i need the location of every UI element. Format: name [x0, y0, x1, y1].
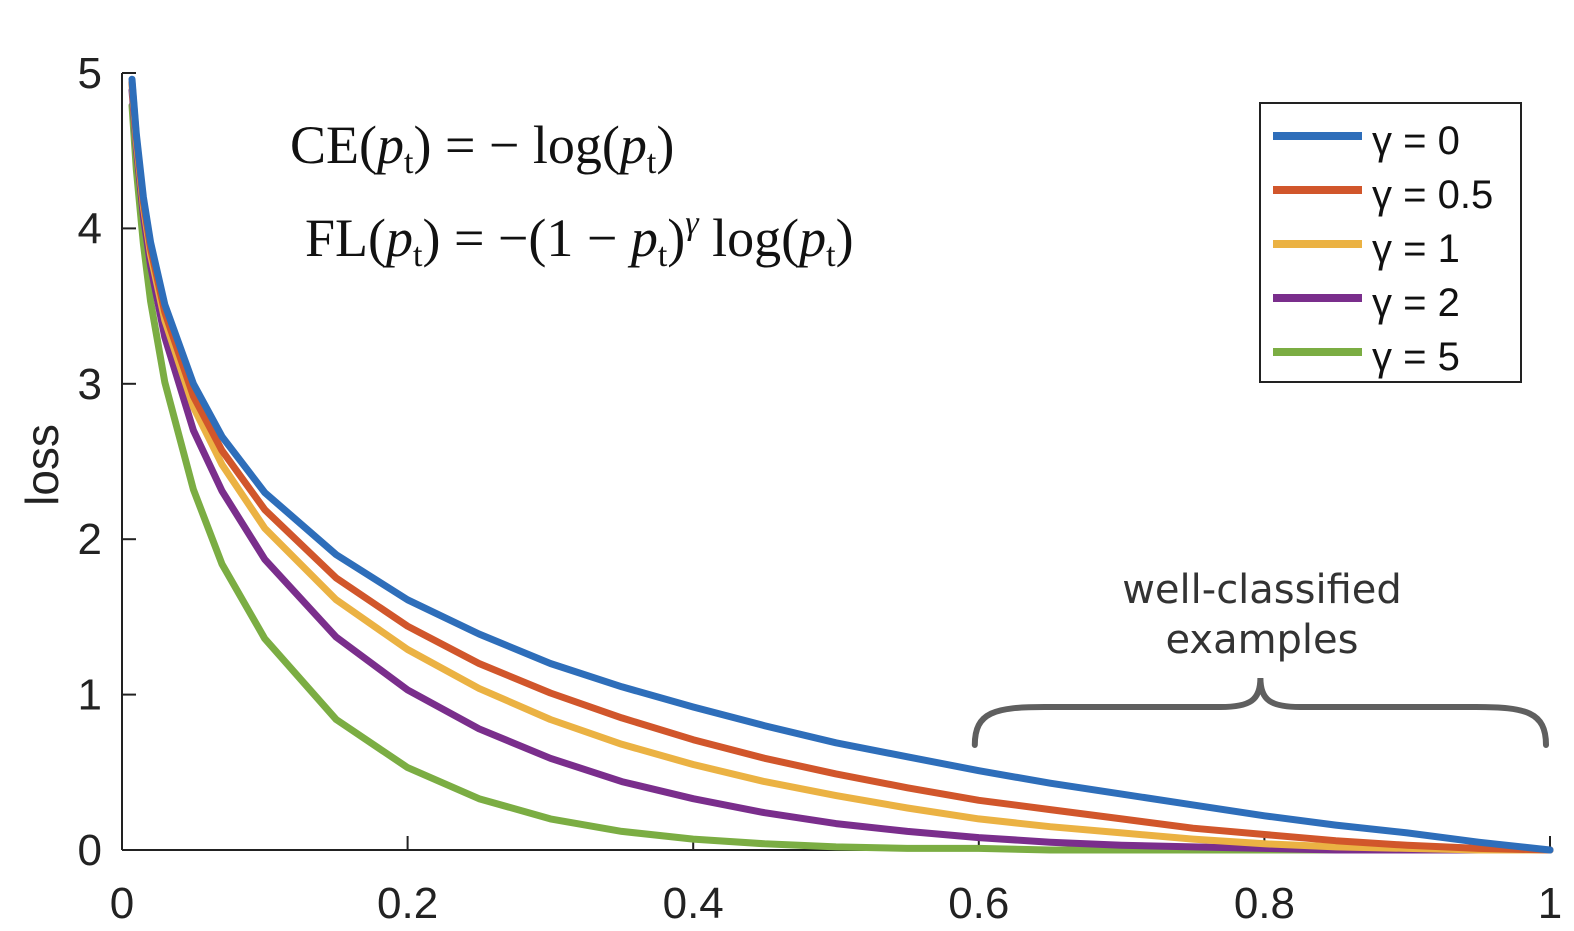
- series-line-0: [128, 75, 1554, 854]
- y-tick-label: 0: [78, 826, 102, 875]
- ce-rhs-sub: t: [647, 144, 657, 181]
- y-tick-label: 2: [78, 515, 102, 564]
- x-tick-label: 0.8: [1234, 879, 1295, 928]
- ce-arg: p: [373, 115, 404, 175]
- x-tick-label: 0.6: [948, 879, 1009, 928]
- ce-sub: t: [404, 144, 414, 181]
- legend-entry-label: γ = 0: [1372, 119, 1460, 163]
- ce-rhs-prefix: − log: [489, 115, 602, 175]
- fl-exponent: γ: [685, 205, 700, 242]
- x-tick-label: 0.4: [663, 879, 724, 928]
- fl-rhs-sub2: t: [826, 237, 836, 274]
- y-tick-label: 5: [78, 49, 102, 98]
- fl-rhs-sub: t: [658, 237, 668, 274]
- fl-equals: =: [454, 208, 484, 268]
- svg-text:FL(pt) = −(1 − pt)γ log(pt): FL(pt) = −(1 − pt)γ log(pt): [305, 205, 854, 274]
- legend-entry-label: γ = 1: [1372, 227, 1460, 271]
- annotation-brace: [971, 677, 1549, 748]
- x-tick-label: 0.2: [377, 879, 438, 928]
- fl-arg: p: [382, 208, 413, 268]
- legend-entry-label: γ = 2: [1372, 281, 1460, 325]
- well-classified-annotation: well-classified examples: [971, 567, 1549, 748]
- series-line-3: [128, 86, 1554, 854]
- series-lines: [128, 75, 1554, 854]
- svg-text:CE(pt) = − log(pt): CE(pt) = − log(pt): [290, 115, 674, 181]
- y-tick-label: 4: [78, 204, 102, 253]
- tick-labels: 0 0.2 0.4 0.6 0.8 1 0 1 2 3 4 5: [78, 49, 1563, 928]
- legend-entry-label: γ = 5: [1372, 335, 1460, 379]
- ce-lhs: CE: [290, 115, 359, 175]
- y-tick-label: 3: [78, 360, 102, 409]
- legend-entry-label: γ = 0.5: [1372, 173, 1493, 217]
- fl-rhs-log: log: [712, 208, 781, 268]
- fl-lhs: FL: [305, 208, 368, 268]
- fl-equation: FL(pt) = −(1 − pt)γ log(pt): [305, 205, 854, 274]
- x-tick-label: 1: [1538, 879, 1562, 928]
- ce-equation: CE(pt) = − log(pt): [290, 115, 674, 181]
- annotation-line1: well-classified: [1122, 567, 1402, 613]
- ce-rhs-arg: p: [616, 115, 647, 175]
- fl-rhs-prefix: −(1 −: [498, 208, 631, 268]
- ce-equals: =: [445, 115, 475, 175]
- fl-rhs-p: p: [627, 208, 658, 268]
- y-tick-label: 1: [78, 671, 102, 720]
- annotation-line2: examples: [1165, 617, 1358, 663]
- x-tick-label: 0: [110, 879, 134, 928]
- legend: γ = 0 γ = 0.5 γ = 1 γ = 2 γ = 5: [1259, 102, 1522, 383]
- fl-rhs-arg: p: [795, 208, 826, 268]
- fl-sub: t: [413, 237, 423, 274]
- y-axis-label: loss: [16, 424, 68, 506]
